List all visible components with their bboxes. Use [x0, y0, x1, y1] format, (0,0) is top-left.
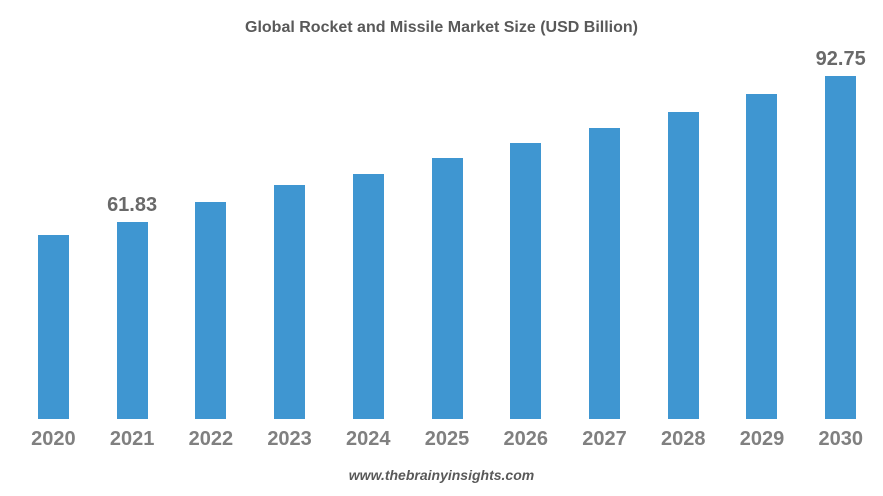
- bar-column-2029: [723, 0, 802, 419]
- bar-2029: [746, 94, 778, 419]
- bar-column-2025: [408, 0, 487, 419]
- x-axis-label-2020: 2020: [31, 428, 76, 450]
- bar-2021: [116, 222, 148, 419]
- bar-column-2021: 61.83: [93, 0, 172, 419]
- chart-title: Global Rocket and Missile Market Size (U…: [245, 19, 638, 36]
- bar-2025: [431, 158, 463, 419]
- bar-2027: [589, 128, 620, 419]
- bar-2030: [825, 76, 857, 419]
- bar-2024: [352, 174, 384, 419]
- x-axis-label-2027: 2027: [582, 428, 627, 450]
- bar-column-2030: 92.75: [801, 0, 880, 419]
- bar-column-2028: [644, 0, 723, 419]
- bar-column-2020: [14, 0, 93, 419]
- bar-column-2023: [250, 0, 329, 419]
- x-axis: 2020 2021 2022 2023 2024 2025 2026 2027 2028 2029…: [14, 428, 880, 450]
- x-axis-label-2030: 2030: [818, 428, 863, 450]
- x-axis-label-2026: 2026: [503, 428, 549, 450]
- bar-2023: [274, 185, 306, 419]
- data-label-2021: 61.83: [107, 194, 158, 217]
- bar-column-2024: [329, 0, 408, 419]
- bar-2022: [195, 202, 227, 419]
- x-axis-label-2021: 2021: [109, 428, 155, 450]
- x-axis-label-2029: 2029: [739, 428, 785, 450]
- watermark: www.thebrainyinsights.com: [348, 467, 535, 483]
- plot-area: 61.83 92.75: [14, 0, 880, 419]
- bar-column-2027: [565, 0, 644, 419]
- x-axis-label-2024: 2024: [346, 428, 391, 450]
- x-axis-label-2022: 2022: [188, 428, 234, 450]
- bar-column-2026: [486, 0, 565, 419]
- bar-2026: [510, 143, 542, 419]
- bar-2020: [37, 235, 69, 419]
- bar-column-2022: [171, 0, 250, 419]
- x-axis-label-2025: 2025: [424, 428, 470, 450]
- bar-2028: [667, 112, 699, 419]
- x-axis-label-2028: 2028: [660, 428, 706, 450]
- x-axis-label-2023: 2023: [267, 428, 312, 450]
- data-label-2030: 92.75: [815, 48, 866, 71]
